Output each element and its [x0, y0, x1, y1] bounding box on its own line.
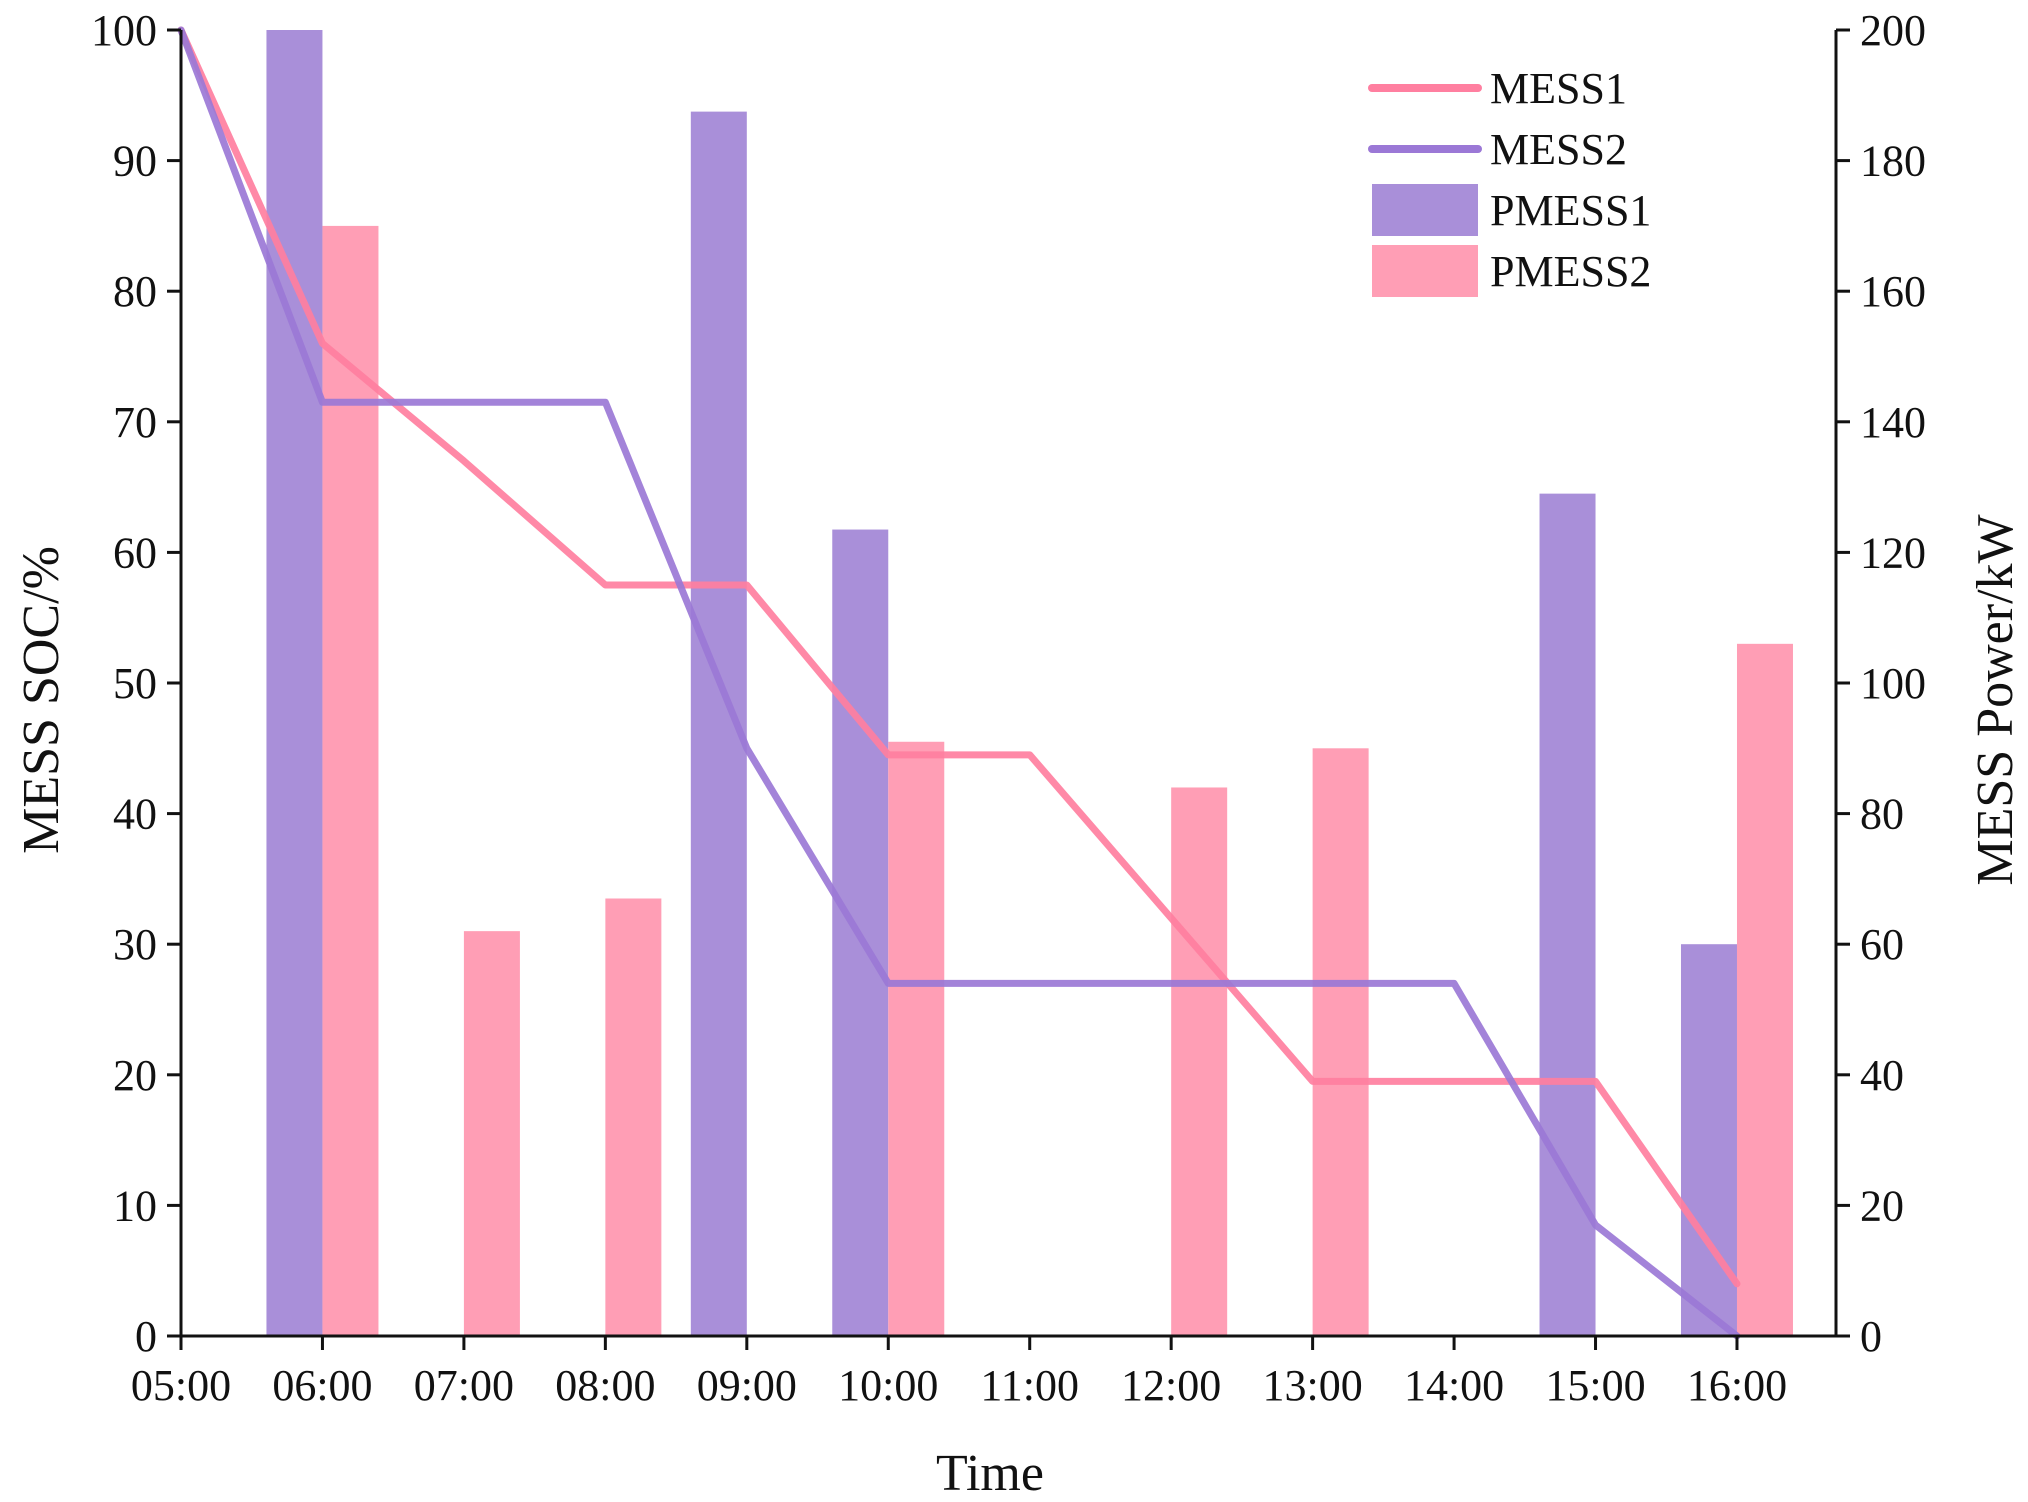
legend-label-pmess1: PMESS1: [1490, 186, 1651, 235]
y-axis-left-title: MESS SOC/%: [13, 546, 70, 854]
bar-pmess1-1500: [1539, 493, 1596, 1336]
x-tick-label: 09:00: [697, 1361, 797, 1410]
legend-swatch-pmess1: [1372, 184, 1478, 236]
y-right-tick-label: 20: [1860, 1181, 1904, 1230]
y-left-tick-label: 20: [113, 1051, 157, 1100]
legend-label-mess1: MESS1: [1490, 64, 1627, 113]
x-tick-label: 07:00: [414, 1361, 514, 1410]
lines-layer: [177, 26, 1741, 1340]
line-mess2: [177, 26, 1741, 1340]
y-left-tick-label: 100: [91, 6, 157, 55]
legend-label-mess2: MESS2: [1490, 125, 1627, 174]
bar-pmess2-1600: [1736, 643, 1793, 1336]
y-left-tick-label: 70: [113, 398, 157, 447]
x-tick-label: 10:00: [838, 1361, 938, 1410]
y-right-tick-label: 0: [1860, 1312, 1882, 1361]
y-right-tick-label: 100: [1860, 659, 1926, 708]
axes-layer: 0 10 20 30 40 50 60 70 80 90 100 0 20 40 60 80 100 120 140…: [91, 6, 1926, 1410]
y-right-tick-label: 60: [1860, 920, 1904, 969]
y-left-tick-label: 80: [113, 267, 157, 316]
x-tick-label: 15:00: [1545, 1361, 1645, 1410]
x-tick-label: 05:00: [131, 1361, 231, 1410]
x-tick-label: 13:00: [1263, 1361, 1363, 1410]
y-right-tick-label: 120: [1860, 528, 1926, 577]
y-left-tick-label: 30: [113, 920, 157, 969]
bar-pmess2-0700: [463, 931, 520, 1336]
bar-pmess2-0600: [322, 225, 379, 1336]
line-mess1: [177, 26, 1741, 1288]
x-tick-label: 14:00: [1404, 1361, 1504, 1410]
bars-layer: [266, 30, 1793, 1336]
x-axis-title: Time: [936, 1445, 1044, 1502]
y-left-tick-label: 40: [113, 790, 157, 839]
y-left-tick-label: 60: [113, 528, 157, 577]
y-left-tick-label: 50: [113, 659, 157, 708]
x-tick-label: 11:00: [980, 1361, 1079, 1410]
x-tick-label: 12:00: [1121, 1361, 1221, 1410]
y-right-tick-label: 160: [1860, 267, 1926, 316]
y-right-tick-label: 200: [1860, 6, 1926, 55]
bar-pmess2-1300: [1312, 748, 1369, 1336]
y-right-tick-label: 180: [1860, 137, 1926, 186]
bar-pmess2-1200: [1171, 787, 1228, 1336]
bar-pmess1-0600: [266, 30, 323, 1336]
y-left-tick-label: 0: [135, 1312, 157, 1361]
y-left-tick-label: 90: [113, 137, 157, 186]
y-right-tick-label: 80: [1860, 790, 1904, 839]
legend-swatch-pmess2: [1372, 245, 1478, 297]
legend: MESS1 MESS2 PMESS1 PMESS2: [1368, 64, 1651, 297]
legend-label-pmess2: PMESS2: [1490, 247, 1651, 296]
bar-pmess2-0800: [605, 898, 662, 1336]
y-left-tick-label: 10: [113, 1181, 157, 1230]
x-tick-label: 06:00: [272, 1361, 372, 1410]
bar-pmess2-1000: [888, 741, 945, 1336]
y-right-tick-label: 140: [1860, 398, 1926, 447]
y-right-tick-label: 40: [1860, 1051, 1904, 1100]
x-tick-label: 08:00: [555, 1361, 655, 1410]
x-tick-label: 16:00: [1687, 1361, 1787, 1410]
y-axis-right-title: MESS Power/kW: [1967, 514, 2024, 885]
